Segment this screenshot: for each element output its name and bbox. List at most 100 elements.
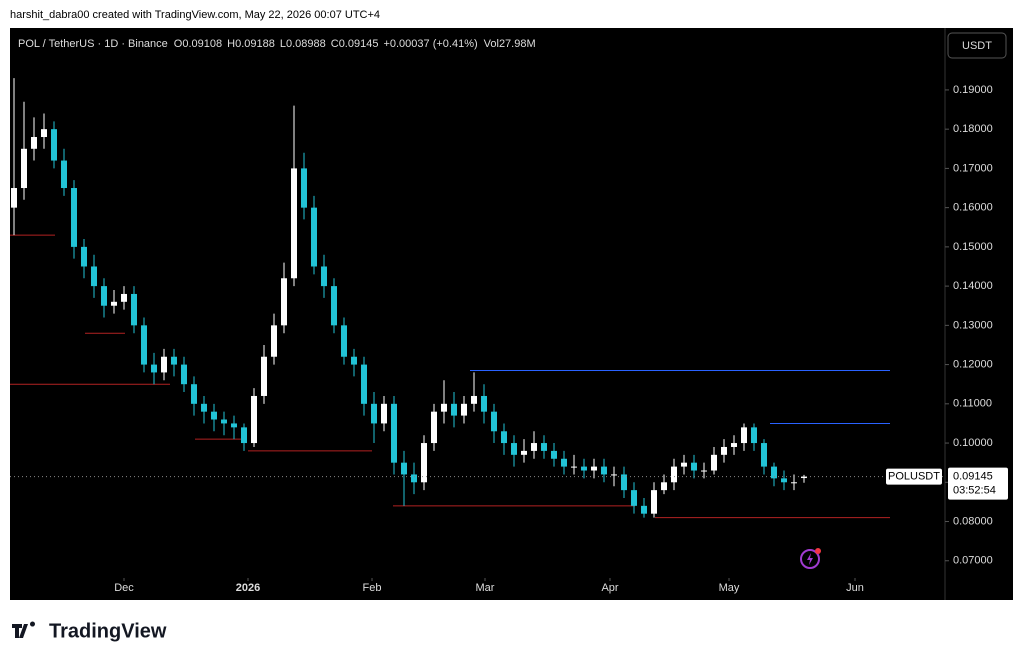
candle-body (421, 443, 427, 483)
ohlc-key: C (331, 38, 339, 50)
candle-body (481, 395, 487, 412)
candle-body (651, 490, 657, 514)
price-box (948, 467, 1008, 500)
candle-body (781, 478, 787, 483)
candle-body (511, 443, 517, 455)
volume: 27.98M (499, 38, 536, 50)
countdown: 03:52:54 (953, 485, 996, 497)
ohlc-key: H (227, 38, 235, 50)
x-tick-label: Feb (363, 582, 382, 594)
y-tick-label: 0.17000 (953, 162, 993, 174)
price-label: 0.09145 (953, 471, 993, 483)
candle-body (591, 466, 597, 471)
candle-body (241, 427, 247, 444)
candle-body (701, 470, 707, 472)
candle-body (91, 266, 97, 287)
x-tick-label: 2026 (236, 582, 260, 594)
candle-body (631, 490, 637, 506)
y-tick-label: 0.08000 (953, 515, 993, 527)
candle-body (221, 419, 227, 424)
candle-body (151, 364, 157, 373)
candle-body (741, 427, 747, 444)
brand: TradingView (49, 620, 167, 642)
candle-body (211, 411, 217, 420)
candle-body (251, 395, 257, 444)
candle-body (751, 427, 757, 444)
candle-body (41, 129, 47, 138)
candle-body (401, 462, 407, 475)
candle-body (441, 403, 447, 412)
candle-body (371, 403, 377, 424)
candle-body (571, 466, 577, 468)
candle-body (81, 246, 87, 267)
y-tick-label: 0.11000 (953, 398, 992, 410)
candle-body (471, 395, 477, 404)
candle-body (771, 466, 777, 479)
candle-body (761, 443, 767, 467)
candle-body (501, 431, 507, 444)
candle-body (451, 403, 457, 416)
candle-body (71, 188, 77, 247)
candle-body (611, 474, 617, 476)
y-tick-label: 0.19000 (953, 84, 993, 96)
candle-body (131, 293, 137, 326)
logo: TradingView (12, 620, 167, 642)
candle-body (21, 148, 27, 189)
y-tick-label: 0.18000 (953, 123, 993, 135)
candle-body (711, 454, 717, 471)
candle-body (691, 462, 697, 471)
legend: POL / TetherUS · 1D · Binance O0.09108 H0.… (18, 38, 536, 50)
candle-body (461, 403, 467, 416)
candle-body (61, 160, 67, 189)
bolt-icon (800, 548, 821, 569)
candle-body (671, 466, 677, 483)
candle-body (381, 403, 387, 424)
candle-body (261, 356, 267, 396)
y-tick-label: 0.16000 (953, 202, 993, 214)
candle-body (321, 266, 327, 287)
candle-body (411, 474, 417, 483)
candle-body (561, 458, 567, 467)
candle-body (11, 188, 17, 208)
candle-body (281, 278, 287, 326)
y-tick-label: 0.10000 (953, 437, 993, 449)
change: +0.00037 (+0.41%) (383, 38, 477, 50)
x-tick-label: Apr (601, 582, 618, 594)
candle-body (521, 450, 527, 455)
candle-body (791, 482, 797, 484)
candle-body (191, 384, 197, 404)
candle-body (181, 364, 187, 385)
candle-body (601, 466, 607, 475)
candle-body (351, 356, 357, 365)
candle-body (431, 411, 437, 444)
chart-background (10, 28, 1013, 600)
attribution: harshit_dabra00 created with TradingView… (10, 9, 380, 21)
ohlc-key: O (174, 38, 183, 50)
volume-key: Vol (484, 38, 499, 50)
candle-body (681, 462, 687, 467)
candle-body (801, 476, 807, 479)
ohlc-value: 0.09188 (235, 38, 275, 50)
candle-body (301, 168, 307, 208)
candle-body (201, 403, 207, 412)
currency-button[interactable] (947, 32, 1007, 59)
candle-body (641, 505, 647, 514)
candle-body (551, 450, 557, 459)
candle-body (311, 207, 317, 267)
y-tick-label: 0.07000 (953, 555, 993, 567)
ohlc-value: 0.09108 (182, 38, 222, 50)
x-tick-label: Mar (476, 582, 495, 594)
currency[interactable]: USDT (962, 40, 992, 52)
candle-body (721, 446, 727, 455)
candle-body (391, 403, 397, 463)
plot: 0.070000.080000.090000.100000.110000.120… (10, 28, 1008, 600)
x-tick-label: Jun (846, 582, 864, 594)
symbol: POL / TetherUS · 1D · Binance (18, 38, 168, 50)
candle-body (331, 286, 337, 326)
candle-body (341, 325, 347, 357)
candle-body (531, 443, 537, 451)
ohlc-value: 0.09145 (339, 38, 379, 50)
candle-body (271, 325, 277, 357)
candle-body (31, 137, 37, 149)
candle-body (141, 325, 147, 365)
